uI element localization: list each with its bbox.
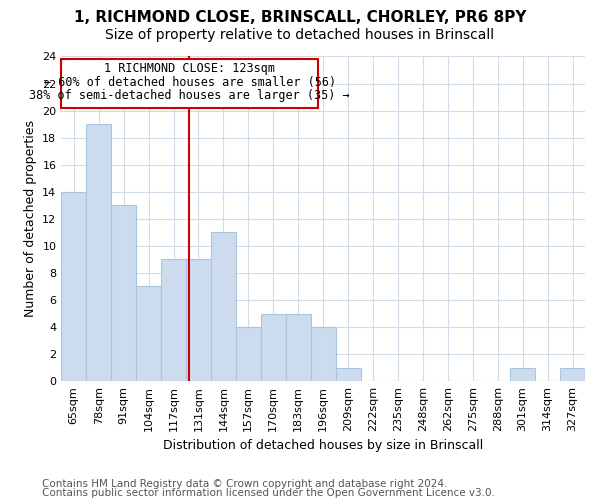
- Text: 38% of semi-detached houses are larger (35) →: 38% of semi-detached houses are larger (…: [29, 89, 350, 102]
- Text: 1 RICHMOND CLOSE: 123sqm: 1 RICHMOND CLOSE: 123sqm: [104, 62, 275, 75]
- Bar: [61, 192, 86, 381]
- Y-axis label: Number of detached properties: Number of detached properties: [23, 120, 37, 318]
- Bar: [311, 327, 335, 381]
- Text: Contains HM Land Registry data © Crown copyright and database right 2024.: Contains HM Land Registry data © Crown c…: [42, 479, 448, 489]
- Bar: [560, 368, 585, 381]
- Text: 1, RICHMOND CLOSE, BRINSCALL, CHORLEY, PR6 8PY: 1, RICHMOND CLOSE, BRINSCALL, CHORLEY, P…: [74, 10, 526, 25]
- Bar: [236, 327, 261, 381]
- Bar: [510, 368, 535, 381]
- FancyBboxPatch shape: [61, 59, 318, 108]
- Bar: [161, 260, 186, 381]
- Bar: [211, 232, 236, 381]
- Bar: [111, 206, 136, 381]
- Bar: [186, 260, 211, 381]
- Text: Size of property relative to detached houses in Brinscall: Size of property relative to detached ho…: [106, 28, 494, 42]
- X-axis label: Distribution of detached houses by size in Brinscall: Distribution of detached houses by size …: [163, 440, 483, 452]
- Bar: [335, 368, 361, 381]
- Text: Contains public sector information licensed under the Open Government Licence v3: Contains public sector information licen…: [42, 488, 495, 498]
- Text: ← 60% of detached houses are smaller (56): ← 60% of detached houses are smaller (56…: [44, 76, 336, 88]
- Bar: [136, 286, 161, 381]
- Bar: [286, 314, 311, 381]
- Bar: [261, 314, 286, 381]
- Bar: [86, 124, 111, 381]
